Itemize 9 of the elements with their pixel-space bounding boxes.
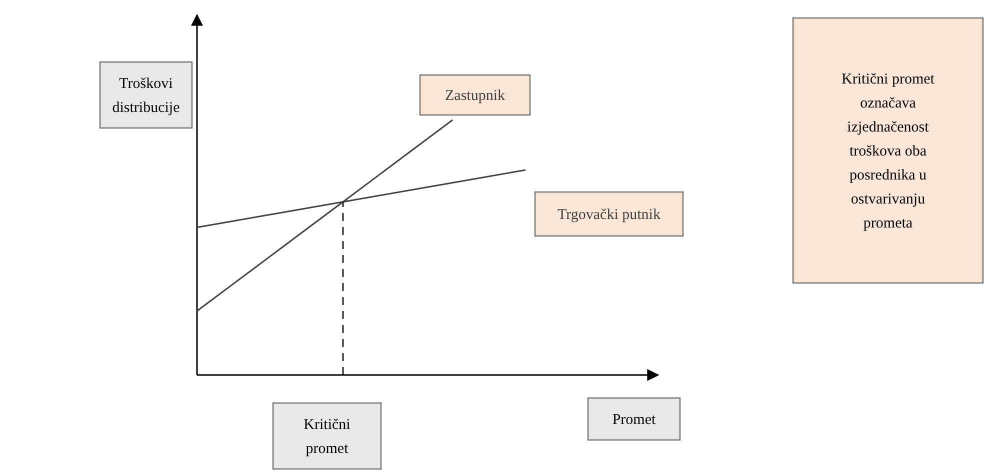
note-box: Kritični promet označava izjednačenost troškova oba posrednika u ostvarivanju prometa	[792, 18, 984, 284]
y-title-box: Troškovi distribucije	[100, 62, 192, 128]
critical-label-box: Kritični promet	[272, 402, 382, 470]
series-label: Zastupnik	[445, 88, 506, 104]
series-label-box: Trgovački putnik	[534, 192, 684, 236]
x-axis-title: Promet	[612, 412, 656, 428]
x-title-box: Promet	[588, 398, 680, 440]
series-label-box: Zastupnik	[420, 74, 530, 116]
y-axis-title: Troškovi distribucije	[112, 76, 180, 116]
